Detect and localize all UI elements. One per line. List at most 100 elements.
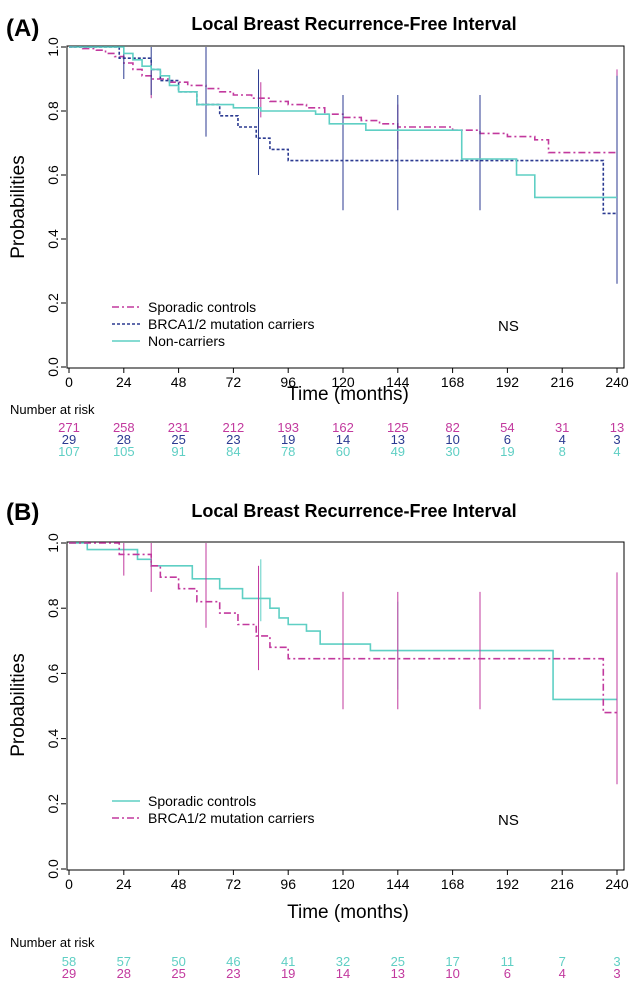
risk-count: 49 bbox=[391, 444, 405, 459]
risk-count: 78 bbox=[281, 444, 295, 459]
significance-annotation: NS bbox=[498, 812, 519, 829]
y-tick-label: 1.0 bbox=[45, 37, 61, 57]
y-axis-label: Probabilities bbox=[8, 155, 29, 259]
risk-count: 54 bbox=[500, 420, 514, 435]
risk-count: 29 bbox=[62, 966, 76, 981]
risk-count: 25 bbox=[171, 432, 185, 447]
risk-count: 14 bbox=[336, 966, 350, 981]
risk-count: 10 bbox=[445, 432, 459, 447]
plot-frame bbox=[66, 45, 625, 369]
significance-annotation: NS bbox=[498, 318, 519, 335]
y-tick-label: 0.6 bbox=[45, 663, 61, 683]
risk-count: 25 bbox=[171, 966, 185, 981]
risk-count: 13 bbox=[391, 432, 405, 447]
risk-count: 31 bbox=[555, 420, 569, 435]
y-tick-label: 0.0 bbox=[45, 357, 61, 377]
risk-count: 162 bbox=[332, 420, 354, 435]
risk-count: 3 bbox=[613, 954, 620, 969]
x-tick-label: 192 bbox=[496, 876, 520, 892]
risk-count: 13 bbox=[391, 966, 405, 981]
risk-count: 10 bbox=[445, 966, 459, 981]
risk-count: 19 bbox=[281, 966, 295, 981]
series-line bbox=[69, 46, 617, 199]
plot-marks: 0 24 48 72 96 120 144 168 192 216 2400.00.20.40.60… bbox=[45, 37, 629, 459]
risk-count: 258 bbox=[113, 420, 135, 435]
risk-count: 57 bbox=[117, 954, 131, 969]
y-tick-label: 0.8 bbox=[45, 598, 61, 618]
x-tick-label: 96 bbox=[280, 374, 296, 390]
legend-label: Sporadic controls bbox=[148, 793, 256, 809]
series-line bbox=[69, 542, 617, 701]
x-tick-label: 96 bbox=[280, 876, 296, 892]
risk-count: 7 bbox=[559, 954, 566, 969]
y-tick-label: 0.6 bbox=[45, 165, 61, 185]
risk-count: 4 bbox=[559, 966, 566, 981]
risk-count: 4 bbox=[559, 432, 566, 447]
x-tick-label: 72 bbox=[226, 374, 242, 390]
risk-count: 14 bbox=[336, 432, 350, 447]
risk-count: 125 bbox=[387, 420, 409, 435]
risk-count: 4 bbox=[613, 444, 620, 459]
risk-count: 212 bbox=[223, 420, 245, 435]
x-tick-label: 216 bbox=[551, 374, 575, 390]
risk-count: 41 bbox=[281, 954, 295, 969]
risk-count: 30 bbox=[445, 444, 459, 459]
risk-count: 82 bbox=[445, 420, 459, 435]
risk-count: 25 bbox=[391, 954, 405, 969]
risk-count: 231 bbox=[168, 420, 190, 435]
x-tick-label: 0 bbox=[65, 374, 73, 390]
x-axis-label: Time (months) bbox=[287, 902, 409, 923]
y-tick-label: 1.0 bbox=[45, 533, 61, 553]
y-tick-label: 0.4 bbox=[45, 729, 61, 749]
series-line bbox=[69, 46, 617, 215]
series-line bbox=[69, 542, 617, 714]
x-tick-label: 192 bbox=[496, 374, 520, 390]
risk-count: 28 bbox=[117, 966, 131, 981]
chart-title: Local Breast Recurrence-Free Interval bbox=[191, 14, 516, 34]
x-tick-label: 144 bbox=[386, 876, 410, 892]
risk-count: 60 bbox=[336, 444, 350, 459]
x-tick-label: 120 bbox=[331, 876, 355, 892]
y-tick-label: 0.2 bbox=[45, 293, 61, 313]
legend-label: BRCA1/2 mutation carriers bbox=[148, 316, 315, 332]
risk-count: 46 bbox=[226, 954, 240, 969]
risk-count: 28 bbox=[117, 432, 131, 447]
y-tick-label: 0.2 bbox=[45, 794, 61, 814]
panel-a: (A) Local Breast Recurrence-Free Interva… bbox=[6, 14, 629, 459]
legend-label: Non-carriers bbox=[148, 333, 225, 349]
plot-frame bbox=[66, 541, 625, 871]
risk-count: 23 bbox=[226, 432, 240, 447]
x-tick-label: 168 bbox=[441, 876, 465, 892]
y-tick-label: 0.8 bbox=[45, 101, 61, 121]
risk-table-title: Number at risk bbox=[10, 935, 95, 950]
risk-count: 17 bbox=[445, 954, 459, 969]
risk-count: 19 bbox=[281, 432, 295, 447]
risk-count: 8 bbox=[559, 444, 566, 459]
x-tick-label: 24 bbox=[116, 876, 132, 892]
x-tick-label: 144 bbox=[386, 374, 410, 390]
x-tick-label: 72 bbox=[226, 876, 242, 892]
y-tick-label: 0.4 bbox=[45, 229, 61, 249]
x-axis-label: Time (months) bbox=[287, 384, 409, 405]
risk-count: 32 bbox=[336, 954, 350, 969]
risk-count: 193 bbox=[277, 420, 299, 435]
risk-count: 271 bbox=[58, 420, 80, 435]
risk-count: 84 bbox=[226, 444, 240, 459]
risk-count: 29 bbox=[62, 432, 76, 447]
risk-count: 6 bbox=[504, 966, 511, 981]
risk-count: 91 bbox=[171, 444, 185, 459]
x-tick-label: 120 bbox=[331, 374, 355, 390]
y-axis-label: Probabilities bbox=[8, 653, 29, 757]
panel-label: (A) bbox=[6, 15, 39, 42]
x-tick-label: 48 bbox=[171, 374, 187, 390]
x-tick-label: 0 bbox=[65, 876, 73, 892]
panel-b: (B) Local Breast Recurrence-Free Interva… bbox=[6, 499, 629, 981]
risk-count: 107 bbox=[58, 444, 80, 459]
risk-count: 11 bbox=[501, 954, 515, 969]
x-tick-label: 48 bbox=[171, 876, 187, 892]
risk-count: 50 bbox=[171, 954, 185, 969]
legend-label: Sporadic controls bbox=[148, 299, 256, 315]
risk-count: 6 bbox=[504, 432, 511, 447]
plot-marks: 0 24 48 72 96 120 144 168 192 216 2400.00.20.40.60… bbox=[45, 533, 629, 981]
